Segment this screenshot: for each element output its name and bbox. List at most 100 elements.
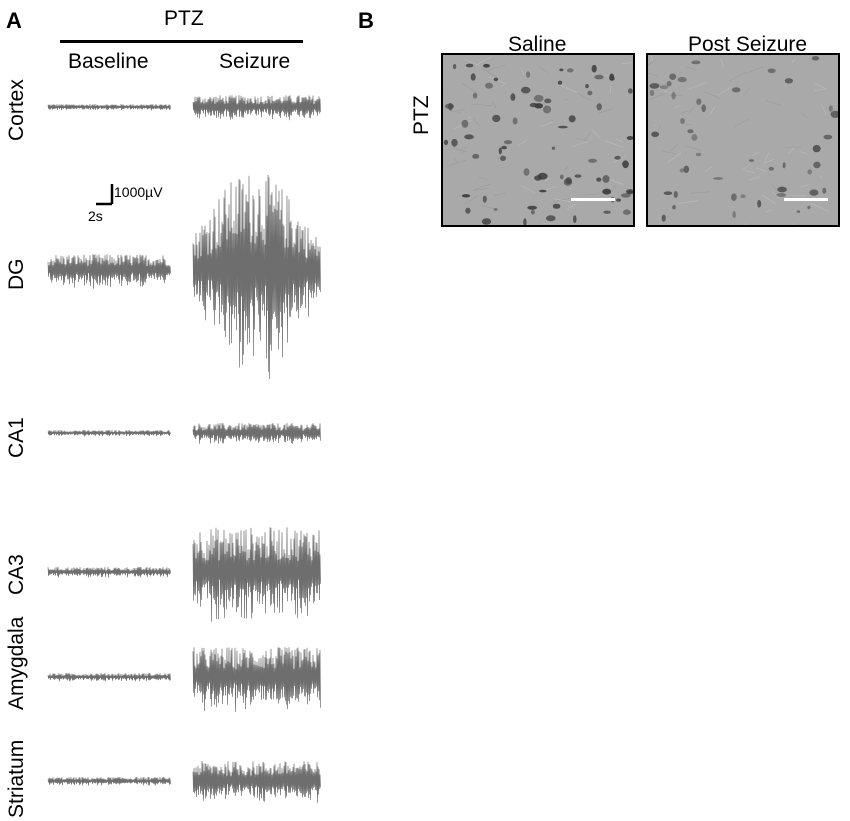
micrograph-scale-bar: [571, 198, 615, 201]
tissue-fiber: [765, 209, 772, 213]
tissue-fiber: [473, 188, 489, 191]
stained-cell: [596, 177, 602, 182]
tissue-fiber: [772, 191, 782, 200]
stained-cell: [673, 191, 678, 198]
stained-cell: [596, 103, 602, 111]
stained-cell: [614, 155, 621, 160]
tissue-fiber: [544, 177, 550, 182]
tissue-fiber: [800, 151, 807, 154]
stained-cell: [823, 134, 833, 140]
tissue-fiber: [475, 56, 492, 66]
stained-cell: [543, 105, 552, 114]
trace-amygdala-baseline: [47, 672, 171, 682]
tissue-fiber: [744, 66, 765, 75]
tissue-fiber: [680, 122, 692, 125]
tissue-fiber: [490, 57, 496, 62]
tissue-fiber: [791, 58, 796, 63]
tissue-fiber: [751, 151, 761, 156]
stained-cell: [649, 83, 660, 89]
trace-ca3-seizure: [192, 527, 321, 622]
stained-cell: [526, 71, 531, 78]
scale-time-label: 2s: [88, 208, 103, 224]
tissue-fiber: [688, 81, 707, 90]
stained-cell: [701, 104, 706, 113]
tissue-fiber: [720, 58, 725, 68]
stained-cell: [465, 63, 474, 68]
tissue-fiber: [564, 98, 569, 101]
tissue-fiber: [648, 73, 658, 76]
trace-cortex-baseline: [47, 103, 171, 111]
stained-cell: [565, 177, 572, 185]
tissue-fiber: [775, 192, 779, 195]
stained-cell: [691, 134, 698, 141]
tissue-fiber: [685, 145, 702, 152]
stained-cell: [731, 193, 737, 201]
tissue-fiber: [662, 150, 677, 155]
stained-cell: [472, 153, 480, 159]
stained-cell: [585, 84, 589, 89]
stained-cell: [616, 198, 621, 202]
stained-cell: [661, 214, 666, 222]
stained-cell: [622, 160, 629, 169]
stained-cell: [452, 63, 457, 70]
stained-cell: [767, 68, 776, 74]
tissue-fiber: [583, 192, 602, 196]
stained-cell: [531, 209, 535, 215]
tissue-fiber: [675, 104, 680, 109]
tissue-fiber: [686, 66, 696, 71]
tissue-fiber: [734, 118, 751, 127]
tissue-fiber: [821, 104, 827, 115]
tissue-fiber: [667, 152, 682, 163]
tissue-fiber: [810, 202, 829, 212]
stained-cell: [696, 98, 702, 105]
tissue-fiber: [622, 62, 633, 64]
tissue-fiber: [814, 88, 827, 91]
trace-ca1-baseline: [47, 430, 171, 437]
stained-cell: [784, 78, 793, 84]
tissue-fiber: [788, 146, 795, 154]
scale-amplitude-label: 1000µV: [114, 184, 163, 200]
tissue-fiber: [461, 146, 467, 155]
tissue-fiber: [464, 194, 479, 205]
stained-cell: [546, 215, 556, 222]
stained-cell: [672, 205, 676, 210]
trace-dg-seizure: [192, 174, 321, 380]
stained-cell: [796, 210, 801, 213]
tissue-fiber: [680, 111, 688, 114]
tissue-fiber: [771, 184, 777, 191]
stained-cell: [448, 102, 453, 111]
stained-cell: [740, 194, 746, 198]
tissue-fiber: [820, 175, 822, 179]
tissue-fiber: [764, 152, 770, 162]
stained-cell: [830, 110, 838, 118]
tissue-fiber: [616, 135, 623, 138]
tissue-fiber: [454, 158, 459, 165]
stained-cell: [679, 168, 685, 173]
stained-cell: [603, 210, 611, 214]
trace-ca1-seizure: [192, 422, 321, 444]
stained-cell: [557, 80, 563, 85]
stained-cell: [626, 136, 633, 140]
tissue-fiber: [576, 138, 593, 142]
tissue-fiber: [689, 191, 710, 194]
stained-cell: [483, 63, 490, 68]
tissue-fiber: [704, 166, 713, 173]
stained-cell: [680, 118, 685, 124]
tissue-fiber: [486, 64, 506, 71]
stained-cell: [470, 73, 476, 81]
stained-cell: [757, 200, 762, 208]
tissue-fiber: [704, 91, 720, 99]
tissue-fiber: [800, 184, 809, 188]
stained-cell: [588, 158, 598, 163]
tissue-fiber: [650, 55, 654, 62]
tissue-fiber: [472, 103, 493, 107]
stained-cell: [713, 177, 724, 180]
micrograph-scale-bar: [784, 198, 828, 201]
stained-cell: [533, 94, 544, 102]
seizure-label: Seizure: [219, 50, 291, 73]
stained-cell: [828, 105, 833, 112]
tissue-fiber: [800, 112, 808, 119]
tissue-fiber: [649, 91, 670, 100]
tissue-fiber: [604, 140, 624, 148]
trace-ca3-baseline: [47, 567, 171, 578]
